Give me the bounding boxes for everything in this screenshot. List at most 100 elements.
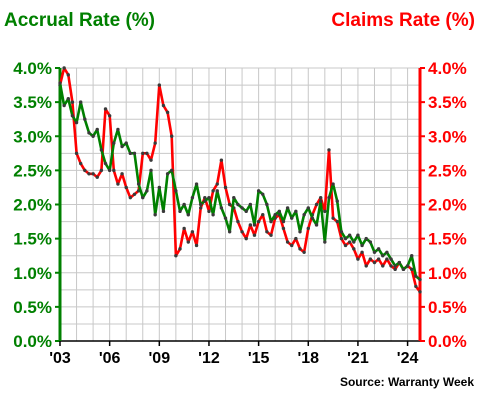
claims-data-point <box>269 233 273 237</box>
accrual-data-point <box>389 257 393 261</box>
accrual-data-point <box>120 144 124 149</box>
left-tick-label: 0.0% <box>13 332 52 351</box>
accrual-data-point <box>248 202 253 207</box>
gridlines <box>59 67 420 342</box>
claims-data-point <box>294 236 298 241</box>
accrual-data-point <box>236 202 240 207</box>
accrual-data-point <box>107 168 112 173</box>
right-axis-title: Claims Rate (%) <box>331 10 475 31</box>
source-note: Source: Warranty Week <box>340 375 474 389</box>
claims-data-point <box>149 158 153 162</box>
claims-data-point <box>261 213 265 217</box>
accrual-data-point <box>356 233 360 237</box>
claims-data-point <box>227 202 232 207</box>
claims-data-point <box>132 192 137 196</box>
accrual-data-point <box>149 168 153 173</box>
claims-data-point <box>70 100 75 104</box>
accrual-data-point <box>298 230 302 234</box>
claims-data-point <box>393 267 397 272</box>
series-lines <box>58 66 422 294</box>
accrual-data-point <box>310 216 315 220</box>
accrual-data-point <box>323 240 327 244</box>
accrual-data-point <box>256 189 261 193</box>
accrual-data-point <box>62 103 66 108</box>
right-tick-label: 3.5% <box>428 93 467 112</box>
claims-data-point <box>103 107 108 111</box>
accrual-data-point <box>285 206 290 210</box>
claims-data-point <box>157 83 162 87</box>
claims-data-point <box>381 264 385 268</box>
claims-data-point <box>124 185 128 190</box>
accrual-data-point <box>182 202 186 207</box>
claims-data-point <box>331 216 335 220</box>
accrual-data-point <box>91 134 95 138</box>
claims-data-point <box>256 219 261 224</box>
accrual-data-point <box>227 230 232 234</box>
claims-data-point <box>339 236 344 241</box>
claims-data-point <box>376 257 381 261</box>
accrual-data-point <box>410 253 414 258</box>
claims-data-point <box>318 195 323 200</box>
x-tick-label: '12 <box>198 350 220 367</box>
accrual-data-point <box>145 189 149 193</box>
accrual-data-point <box>290 216 294 220</box>
claims-data-point <box>290 243 294 248</box>
accrual-data-point <box>66 97 70 101</box>
right-tick-label: 1.0% <box>428 264 467 283</box>
claims-data-point <box>252 233 257 237</box>
claims-data-point <box>372 260 377 265</box>
left-tick-label: 2.5% <box>13 161 52 180</box>
claims-data-point <box>343 243 348 248</box>
claims-data-point <box>116 182 120 186</box>
accrual-data-point <box>198 202 203 207</box>
claims-data-point <box>385 257 389 261</box>
left-tick-label: 1.0% <box>13 264 52 283</box>
x-tick-label: '06 <box>99 350 121 367</box>
claims-data-point <box>78 161 83 166</box>
accrual-data-point <box>331 182 335 186</box>
left-tick-label: 2.0% <box>13 196 52 215</box>
accrual-data-point <box>211 213 215 217</box>
accrual-data-point <box>252 223 257 227</box>
claims-data-point <box>91 172 95 176</box>
right-tick-label: 3.0% <box>428 127 467 146</box>
claims-data-point <box>174 253 178 258</box>
claims-data-point <box>314 202 319 207</box>
accrual-data-point <box>393 264 397 268</box>
claims-data-point <box>327 148 331 152</box>
accrual-data-point <box>194 182 199 186</box>
accrual-data-point <box>405 264 410 268</box>
left-tick-label: 3.5% <box>13 93 52 112</box>
accrual-data-point <box>277 209 282 214</box>
accrual-data-point <box>376 247 381 251</box>
accrual-data-point <box>385 250 389 254</box>
accrual-data-point <box>418 277 422 282</box>
claims-data-point <box>170 134 174 138</box>
claims-data-point <box>66 73 70 77</box>
claims-data-point <box>207 209 211 214</box>
accrual-data-point <box>265 202 269 207</box>
claims-data-point <box>248 223 253 227</box>
claims-data-point <box>323 209 327 214</box>
x-tick-label: '24 <box>397 350 419 367</box>
accrual-data-point <box>273 213 277 217</box>
accrual-data-point <box>174 189 178 193</box>
claims-data-point <box>128 195 133 200</box>
claims-data-point <box>414 284 418 289</box>
accrual-data-point <box>74 120 79 125</box>
accrual-data-point <box>368 240 373 244</box>
right-tick-label: 2.5% <box>428 161 467 180</box>
right-tick-label: 0.5% <box>428 298 467 317</box>
claims-data-point <box>368 257 373 261</box>
x-tick-label: '15 <box>248 350 270 367</box>
claims-data-point <box>153 141 157 145</box>
tick-labels: 0.0% 0.0% 0.5% 0.5% 1.0% 1.0% 1.5% 1.5% 2.0% 2.0%… <box>13 59 467 367</box>
accrual-data-point <box>339 230 344 234</box>
accrual-data-point <box>335 199 339 203</box>
right-tick-label: 4.0% <box>428 59 467 78</box>
claims-data-point <box>178 247 182 251</box>
accrual-data-point <box>223 216 228 220</box>
accrual-data-point <box>281 219 286 224</box>
claims-data-point <box>240 230 244 234</box>
